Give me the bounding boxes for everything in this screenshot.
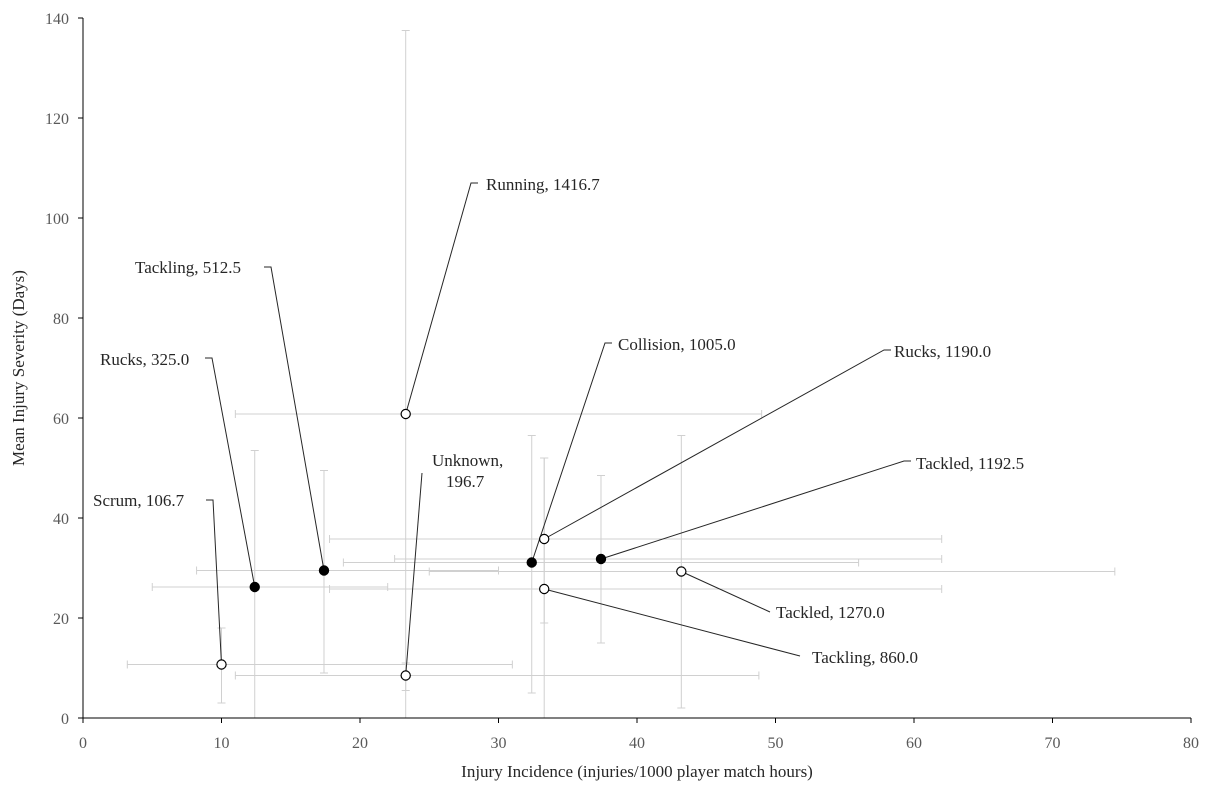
- y-tick-label: 120: [45, 111, 69, 128]
- y-tick-label: 0: [61, 711, 69, 728]
- point-label: Tackling, 512.5: [135, 258, 241, 277]
- leader-lines: [205, 182, 911, 676]
- open-point: [539, 533, 550, 545]
- point-label-line: Unknown,: [432, 451, 503, 470]
- x-tick-label: 40: [629, 735, 645, 752]
- leader-line: [681, 571, 771, 613]
- x-tick-label: 80: [1183, 735, 1199, 752]
- x-tick-label: 20: [352, 735, 368, 752]
- open-point: [400, 408, 411, 420]
- x-tick-label: 60: [906, 735, 922, 752]
- point-label: Unknown, 196.7: [432, 451, 503, 491]
- point-label: Running, 1416.7: [486, 175, 600, 194]
- point-label: Collision, 1005.0: [618, 335, 736, 354]
- leader-line: [531, 342, 612, 563]
- point-label-line: 196.7: [446, 472, 485, 491]
- x-tick-label: 50: [768, 735, 784, 752]
- y-tick-label: 80: [53, 311, 69, 328]
- point-labels: Running, 1416.7 Tackling, 512.5 Rucks, 325…: [93, 175, 1024, 667]
- y-tick-label: 20: [53, 611, 69, 628]
- x-tick-label: 30: [491, 735, 507, 752]
- open-point: [400, 670, 411, 681]
- filled-point: [595, 553, 607, 565]
- point-label: Tackled, 1192.5: [916, 454, 1024, 473]
- point-label: Scrum, 106.7: [93, 491, 185, 510]
- point-label: Tackling, 860.0: [812, 648, 918, 667]
- leader-line: [544, 588, 801, 657]
- open-point: [216, 659, 227, 670]
- point-label: Rucks, 1190.0: [894, 342, 991, 361]
- leader-line: [405, 182, 478, 415]
- open-point: [539, 583, 550, 595]
- markers: [216, 408, 687, 681]
- y-tick-label: 40: [53, 511, 69, 528]
- error-bars: [126, 30, 1116, 719]
- axes: 0 10 20 30 40 50 60 70 80 0 20 40 60 80 100 120 140: [45, 11, 1199, 752]
- open-point: [676, 566, 687, 577]
- leader-line: [205, 357, 256, 588]
- leader-line: [206, 499, 222, 665]
- point-label: Rucks, 325.0: [100, 350, 189, 369]
- filled-point: [249, 581, 260, 593]
- filled-point: [318, 565, 330, 576]
- x-tick-label: 10: [214, 735, 230, 752]
- leader-line: [264, 266, 325, 571]
- y-tick-label: 100: [45, 211, 69, 228]
- x-tick-label: 0: [79, 735, 87, 752]
- y-axis-label: Mean Injury Severity (Days): [9, 270, 28, 466]
- filled-point: [526, 557, 537, 568]
- y-tick-label: 140: [45, 11, 69, 28]
- leader-line: [543, 349, 891, 540]
- leader-line: [405, 472, 423, 676]
- x-tick-label: 70: [1045, 735, 1061, 752]
- x-axis-label: Injury Incidence (injuries/1000 player m…: [461, 762, 813, 781]
- y-tick-label: 60: [53, 411, 69, 428]
- point-label: Tackled, 1270.0: [776, 603, 885, 622]
- leader-line: [600, 460, 911, 560]
